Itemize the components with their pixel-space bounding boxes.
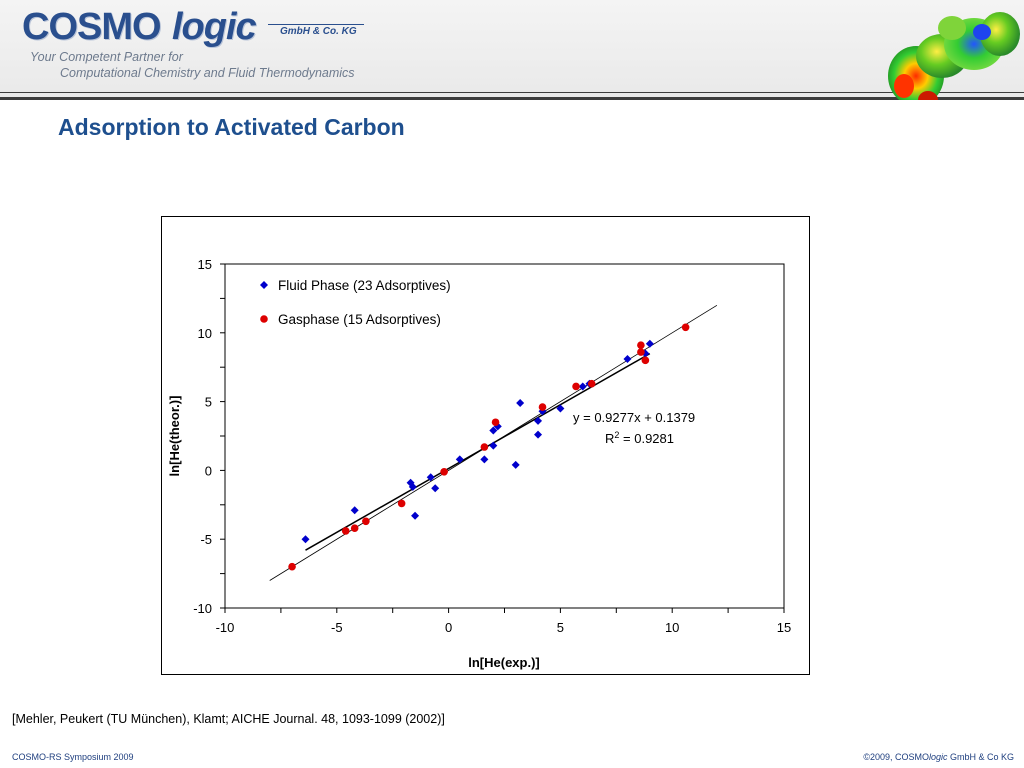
x-tick-label: -10: [216, 620, 235, 635]
gasphase-point: [587, 379, 596, 388]
company-logo[interactable]: COSMO logic GmbH & Co. KG: [22, 4, 442, 92]
logo-cosmo-text: COSMO: [22, 6, 162, 48]
gasphase-point: [681, 323, 690, 332]
gasphase-point: [480, 443, 489, 451]
gasphase-point: [491, 418, 500, 427]
fluid-phase-point: [556, 404, 565, 413]
legend-label-gasphase: Gasphase (15 Adsorptives): [278, 312, 441, 327]
gasphase-point: [350, 524, 359, 532]
chart-frame: -10 -5 0 5 10 15 -10 -5 0 5 10 15 Fluid Phase (23 …: [161, 216, 810, 675]
fluid-phase-point: [489, 441, 498, 450]
footer-copyright-italic: logic: [928, 752, 948, 762]
gasphase-point: [397, 499, 406, 508]
r-squared-value: = 0.9281: [619, 431, 674, 446]
y-tick-label: 5: [205, 395, 212, 410]
header: COSMO logic GmbH & Co. KG Your Competent…: [0, 0, 1024, 100]
header-divider-thick: [0, 97, 1024, 100]
x-tick-label: 15: [777, 620, 791, 635]
logo-gmbh-text: GmbH & Co. KG: [280, 26, 357, 37]
fluid-phase-point: [455, 455, 464, 464]
y-tick-label: -10: [193, 601, 212, 616]
citation: [Mehler, Peukert (TU München), Klamt; AI…: [12, 712, 445, 726]
fluid-phase-point: [406, 478, 415, 487]
y-tick-label: -5: [200, 532, 212, 547]
gasphase-point: [288, 562, 296, 571]
gasphase-point: [637, 341, 645, 349]
scatter-chart: -10 -5 0 5 10 15 -10 -5 0 5 10 15 Fluid Phase (23 …: [167, 257, 791, 670]
fluid-phase-point: [534, 430, 543, 439]
fluid-phase-point: [578, 382, 587, 391]
gasphase-point: [341, 527, 350, 535]
x-tick-label: 10: [665, 620, 679, 635]
fluid-phase-point: [301, 535, 310, 544]
legend-marker-fluid-phase: [260, 281, 268, 289]
fluid-phase-point: [408, 482, 417, 491]
footer-event: COSMO-RS Symposium 2009: [12, 752, 134, 762]
gasphase-point: [440, 467, 448, 476]
y-tick-label: 0: [205, 463, 212, 478]
gasphase-point: [637, 348, 645, 356]
tagline-line-2: Computational Chemistry and Fluid Thermo…: [60, 66, 355, 80]
fluid-phase-point: [645, 339, 654, 348]
gasphase-point: [641, 356, 650, 365]
x-tick-label: 5: [557, 620, 564, 635]
slide-title: Adsorption to Activated Carbon: [58, 114, 405, 140]
fluid-phase-point: [431, 484, 440, 493]
fluid-phase-point: [493, 422, 502, 431]
y-axis-label: ln[He(theor.)]: [167, 396, 182, 477]
y-tick-label: 10: [198, 326, 212, 341]
gasphase-point: [362, 517, 370, 526]
gasphase-point: [538, 403, 547, 411]
fluid-phase-point: [426, 473, 435, 482]
r-squared-superscript: 2: [614, 430, 619, 440]
fluid-phase-point: [516, 398, 525, 407]
molecule-surface-icon: [888, 12, 1020, 100]
tagline-line-1: Your Competent Partner for: [30, 50, 183, 64]
legend-label-fluid-phase: Fluid Phase (23 Adsorptives): [278, 278, 451, 293]
fluid-phase-point: [489, 426, 498, 435]
fluid-phase-point: [534, 416, 543, 425]
x-axis-label: ln[He(exp.)]: [468, 655, 540, 670]
r-squared-label: R2 = 0.9281: [605, 430, 674, 446]
footer-copyright-prefix: ©2009, COSMO: [863, 752, 929, 762]
x-tick-label: -5: [331, 620, 343, 635]
logo-rule: [268, 24, 364, 25]
fluid-phase-point: [623, 354, 632, 363]
header-divider-thin: [0, 92, 1024, 93]
footer-copyright: ©2009, COSMOlogic GmbH & Co KG: [863, 752, 1014, 762]
x-tick-label: 0: [445, 620, 452, 635]
fluid-phase-point: [480, 455, 489, 464]
r-symbol: R: [605, 431, 614, 446]
gasphase-point: [572, 382, 580, 391]
legend-marker-gasphase: [260, 315, 268, 323]
regression-equation: y = 0.9277x + 0.1379: [573, 410, 695, 425]
y-tick-label: 15: [198, 257, 212, 272]
fluid-phase-point: [511, 460, 520, 469]
fluid-phase-point: [350, 506, 359, 515]
logo-logic-text: logic: [172, 6, 257, 48]
footer-copyright-suffix: GmbH & Co KG: [947, 752, 1014, 762]
